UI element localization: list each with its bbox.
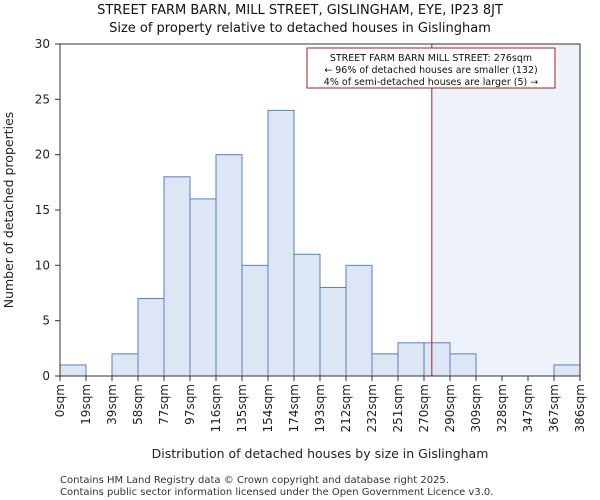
y-tick-label-10: 10 — [35, 258, 50, 272]
bar-251sqm — [397, 342, 425, 377]
bar-116sqm — [215, 154, 243, 377]
annotation-line-2: ← 96% of detached houses are smaller (13… — [324, 65, 537, 76]
bar-232sqm — [371, 353, 399, 377]
bar-193sqm — [319, 286, 347, 377]
bar-212sqm — [345, 264, 373, 377]
chart-title: STREET FARM BARN, MILL STREET, GISLINGHA… — [97, 3, 503, 18]
highlight-region — [431, 44, 580, 376]
bar-290sqm — [449, 353, 477, 377]
bar-270sqm — [423, 342, 451, 377]
chart-subtitle: Size of property relative to detached ho… — [109, 21, 491, 36]
x-tick-label-135sqm: 135sqm — [235, 384, 249, 432]
x-tick-label-309sqm: 309sqm — [469, 384, 483, 432]
x-tick-label-58sqm: 58sqm — [131, 384, 145, 425]
y-tick-label-0: 0 — [42, 369, 50, 383]
x-tick-label-347sqm: 347sqm — [521, 384, 535, 432]
footer-line-1: Contains HM Land Registry data © Crown c… — [60, 475, 449, 486]
x-tick-label-212sqm: 212sqm — [339, 384, 353, 432]
y-axis: 0 5 10 15 20 25 30 — [35, 37, 60, 383]
bar-58sqm — [137, 298, 165, 377]
x-tick-label-0sqm: 0sqm — [53, 384, 67, 417]
x-tick-label-251sqm: 251sqm — [391, 384, 405, 432]
bar-0sqm — [59, 364, 87, 377]
y-tick-label-25: 25 — [35, 92, 50, 106]
x-tick-label-77sqm: 77sqm — [157, 384, 171, 425]
y-tick-label-30: 30 — [35, 37, 50, 51]
x-tick-label-367sqm: 367sqm — [547, 384, 561, 432]
bar-39sqm — [111, 353, 139, 377]
annotation-line-3: 4% of semi-detached houses are larger (5… — [324, 77, 538, 88]
x-tick-label-328sqm: 328sqm — [495, 384, 509, 432]
annotation-box: STREET FARM BARN MILL STREET: 276sqm ← 9… — [306, 47, 556, 89]
x-tick-label-19sqm: 19sqm — [79, 384, 93, 425]
bar-154sqm — [267, 109, 295, 377]
x-tick-label-386sqm: 386sqm — [573, 384, 587, 432]
x-tick-label-193sqm: 193sqm — [313, 384, 327, 432]
footer-line-2: Contains public sector information licen… — [60, 487, 493, 498]
bar-97sqm — [189, 198, 217, 377]
x-tick-label-270sqm: 270sqm — [417, 384, 431, 432]
x-tick-label-154sqm: 154sqm — [261, 384, 275, 432]
bar-174sqm — [293, 253, 321, 377]
x-tick-label-39sqm: 39sqm — [105, 384, 119, 425]
bar-135sqm — [241, 264, 269, 377]
annotation-border — [306, 47, 556, 89]
y-tick-label-20: 20 — [35, 148, 50, 162]
x-tick-label-97sqm: 97sqm — [183, 384, 197, 425]
y-axis-label: Number of detached properties — [1, 112, 16, 309]
y-tick-label-5: 5 — [42, 314, 50, 328]
bar-367sqm — [553, 364, 581, 377]
x-axis-label: Distribution of detached houses by size … — [152, 446, 489, 461]
x-tick-label-174sqm: 174sqm — [287, 384, 301, 432]
x-axis: 0sqm 19sqm 39sqm 58sqm 77sqm 97sqm 116sqm 135sq… — [53, 376, 587, 432]
x-tick-label-116sqm: 116sqm — [209, 384, 223, 432]
bars-group — [59, 109, 581, 377]
annotation-line-1: STREET FARM BARN MILL STREET: 276sqm — [330, 53, 532, 64]
bar-77sqm — [163, 176, 191, 377]
y-tick-label-15: 15 — [35, 203, 50, 217]
x-tick-label-290sqm: 290sqm — [443, 384, 457, 432]
x-tick-label-232sqm: 232sqm — [365, 384, 379, 432]
